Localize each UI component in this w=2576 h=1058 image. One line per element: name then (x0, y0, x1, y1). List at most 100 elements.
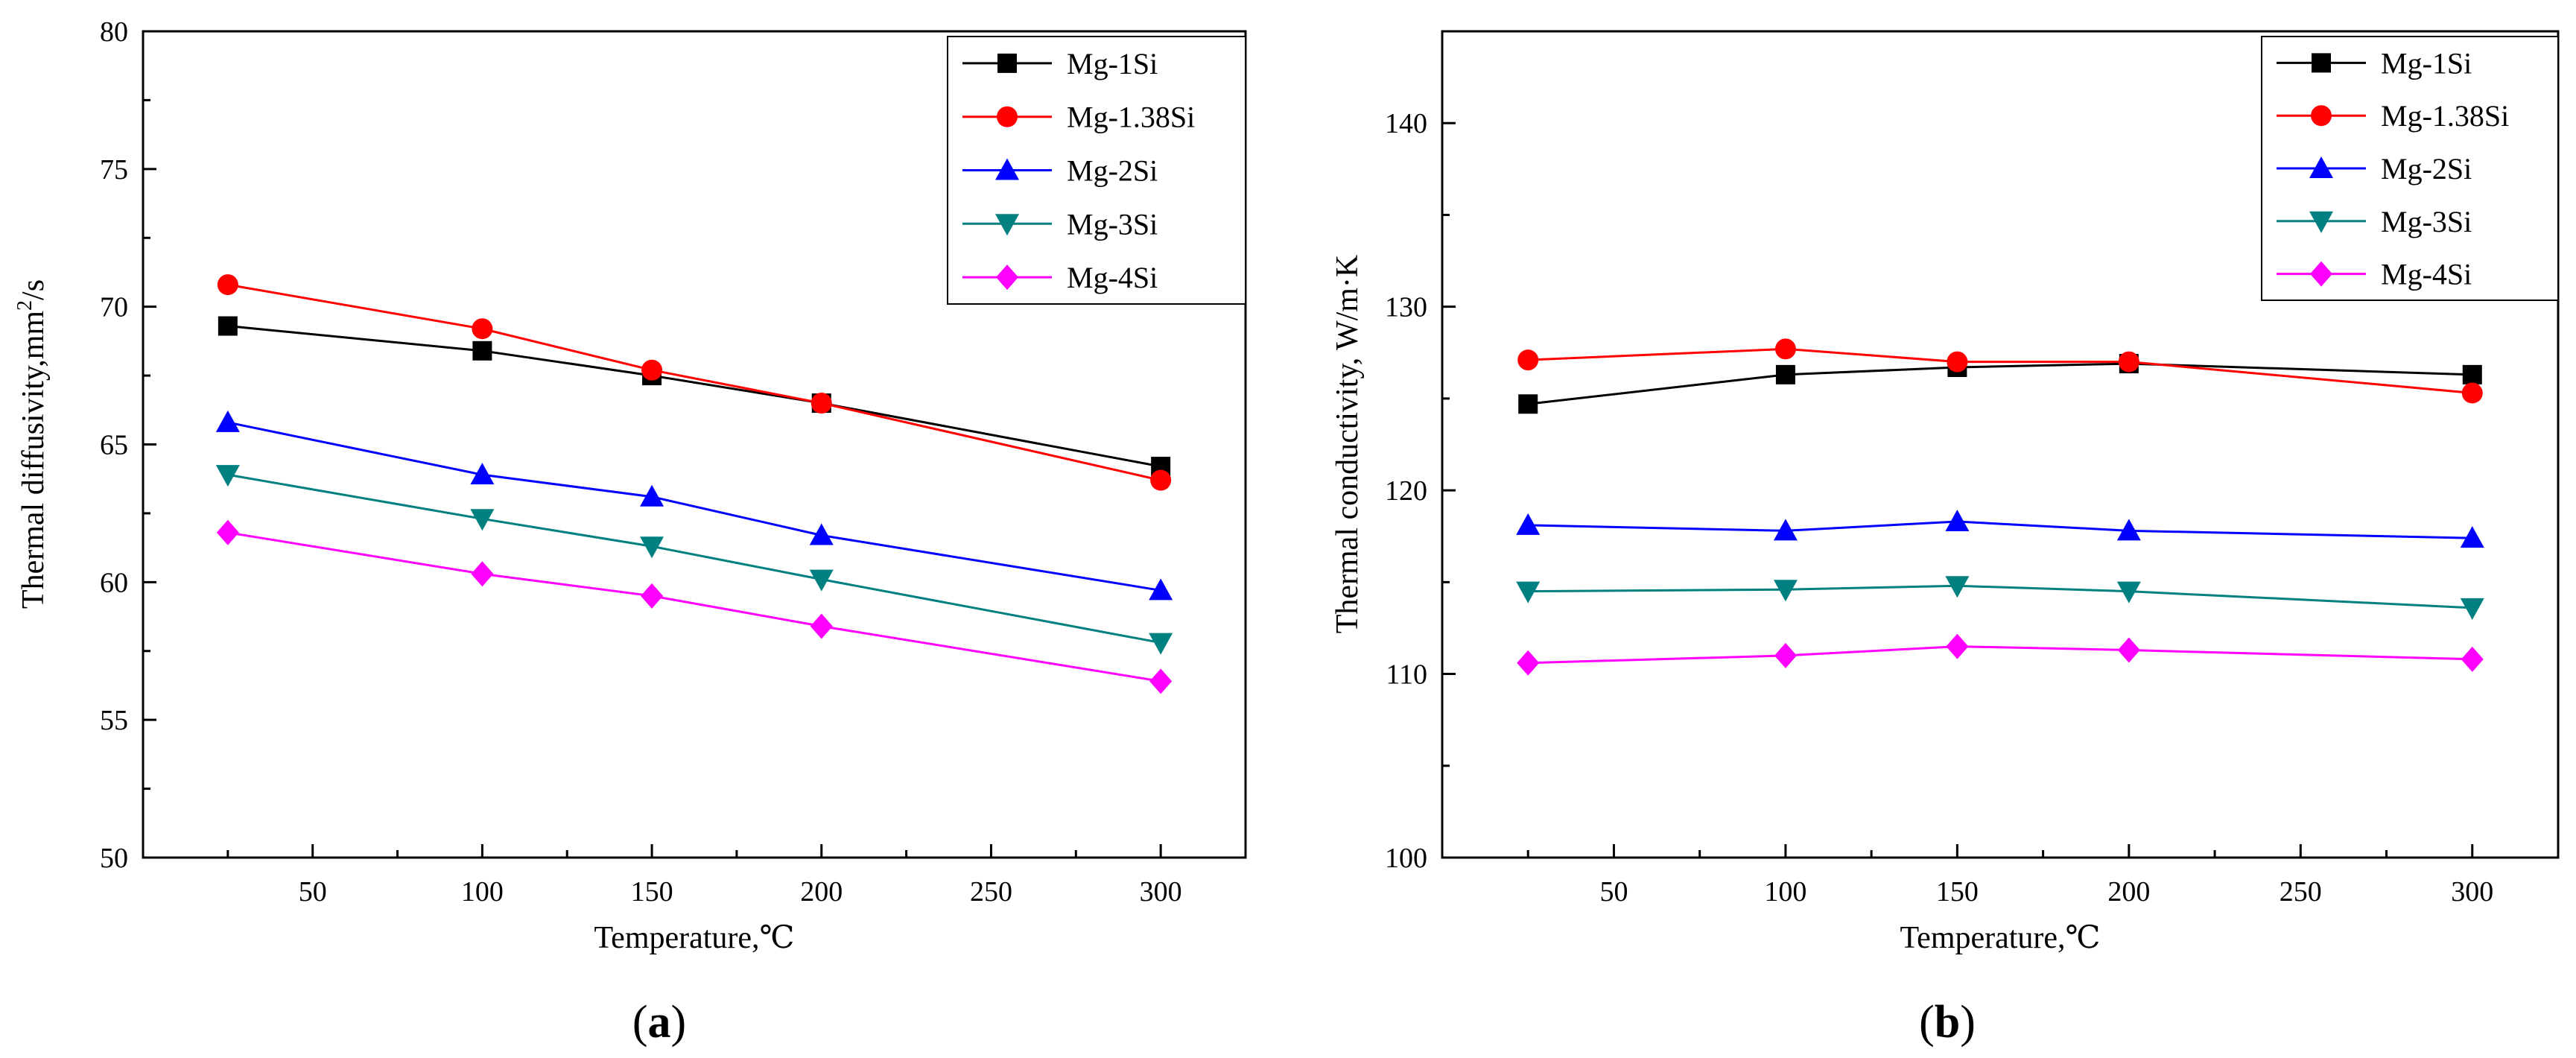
x-axis-label: Temperature,℃ (594, 921, 794, 955)
legend-label: Mg-3Si (1067, 207, 1158, 241)
data-point (472, 318, 493, 340)
series-Mg-2Si (1516, 510, 2484, 548)
y-tick-label: 140 (1385, 108, 1427, 139)
y-tick-label: 80 (100, 16, 128, 48)
data-point (217, 274, 238, 296)
legend-marker (995, 214, 1019, 236)
x-tick-label: 150 (1936, 876, 1979, 907)
data-point (1518, 394, 1538, 414)
data-point (2461, 646, 2484, 672)
legend-label: Mg-4Si (2381, 258, 2472, 291)
legend-label: Mg-1.38Si (2381, 99, 2509, 133)
series-Mg-3Si (215, 465, 1173, 655)
x-tick-label: 300 (1140, 876, 1182, 907)
y-axis-label: Thermal conductivity, W/m·K (1330, 255, 1365, 634)
data-point (2116, 581, 2141, 604)
x-tick-label: 200 (2107, 876, 2150, 907)
data-point (216, 519, 239, 545)
series-Mg-2Si (215, 410, 1173, 601)
y-tick-label: 130 (1385, 292, 1427, 323)
data-point (810, 393, 832, 414)
legend-marker (996, 264, 1018, 291)
y-tick-label: 50 (100, 843, 128, 874)
y-tick-label: 55 (100, 705, 128, 736)
data-point (1945, 576, 1970, 598)
data-point (215, 410, 240, 432)
data-point (641, 359, 663, 381)
data-point (1774, 338, 1796, 360)
data-point (2117, 637, 2140, 663)
legend-label: Mg-3Si (2381, 205, 2472, 238)
x-tick-label: 250 (2280, 876, 2322, 907)
panel-label: (b) (1919, 997, 1976, 1048)
panel-a: 50 100 150 200 250 300 50 55 60 65 70 75 80 Temperatu… (13, 16, 1247, 1048)
legend-marker (2309, 211, 2333, 233)
y-tick-label: 110 (1386, 659, 1427, 691)
x-tick-label: 100 (1764, 876, 1806, 907)
x-axis-label: Temperature,℃ (1900, 921, 2100, 955)
y-tick-label: 60 (100, 567, 128, 598)
data-point (809, 523, 834, 545)
x-tick-label: 50 (299, 876, 327, 907)
data-point (471, 561, 494, 587)
panel-b: 50 100 150 200 250 300 100 110 120 130 140 Temperat… (1330, 30, 2560, 1048)
data-point (1773, 519, 1798, 541)
legend-marker (2312, 53, 2331, 73)
legend-marker (995, 158, 1019, 180)
data-point (1517, 349, 1539, 371)
data-point (810, 613, 833, 639)
legend-marker (2310, 261, 2332, 287)
series-Mg-3Si (1516, 576, 2484, 620)
data-point (1149, 578, 1173, 601)
legend-label: Mg-1Si (2381, 46, 2472, 80)
data-point (218, 316, 238, 336)
x-tick-label: 250 (970, 876, 1012, 907)
y-tick-label: 70 (100, 292, 128, 323)
series-Mg-4Si (216, 519, 1173, 694)
data-point (2460, 598, 2484, 620)
legend: Mg-1Si Mg-1.38Si Mg-2Si Mg-3Si Mg-4Si (947, 36, 1246, 305)
legend-label: Mg-1.38Si (1067, 101, 1195, 134)
x-tick-label: 200 (800, 876, 843, 907)
data-point (1516, 581, 1541, 604)
legend: Mg-1Si Mg-1.38Si Mg-2Si Mg-3Si Mg-4Si (2261, 36, 2559, 301)
x-tick-label: 150 (631, 876, 673, 907)
data-point (640, 484, 664, 507)
plot-frame (1441, 30, 2560, 859)
legend-marker (997, 106, 1018, 127)
y-axis-label: Thermal diffusivity,mm2/s (13, 279, 51, 609)
data-point (1517, 650, 1540, 676)
data-point (470, 463, 495, 485)
data-point (809, 569, 834, 592)
panel-label: (a) (632, 997, 686, 1048)
data-point (2462, 364, 2482, 384)
series-Mg-4Si (1517, 633, 2484, 676)
data-point (1947, 351, 1968, 373)
data-point (1149, 633, 1173, 655)
x-tick-label: 300 (2451, 876, 2493, 907)
data-point (1946, 633, 1969, 659)
legend-label: Mg-4Si (1067, 261, 1158, 294)
legend-marker (2311, 105, 2332, 127)
data-point (2460, 526, 2484, 548)
series-Mg-1.38Si (217, 274, 1172, 491)
data-point (1773, 580, 1798, 602)
y-tick-label: 120 (1385, 475, 1427, 507)
legend-label: Mg-1Si (1067, 47, 1158, 80)
data-point (1516, 513, 1541, 535)
data-point (1945, 510, 1970, 532)
data-point (641, 583, 664, 609)
legend-label: Mg-2Si (1067, 154, 1158, 188)
data-point (215, 465, 240, 487)
legend-label: Mg-2Si (2381, 152, 2472, 186)
data-point (1775, 364, 1795, 384)
data-point (1150, 469, 1172, 491)
data-point (2461, 382, 2483, 404)
data-point (2118, 351, 2139, 373)
x-tick-label: 50 (1599, 876, 1628, 907)
data-point (470, 509, 495, 531)
legend-marker (2309, 156, 2333, 178)
data-point (640, 536, 664, 559)
